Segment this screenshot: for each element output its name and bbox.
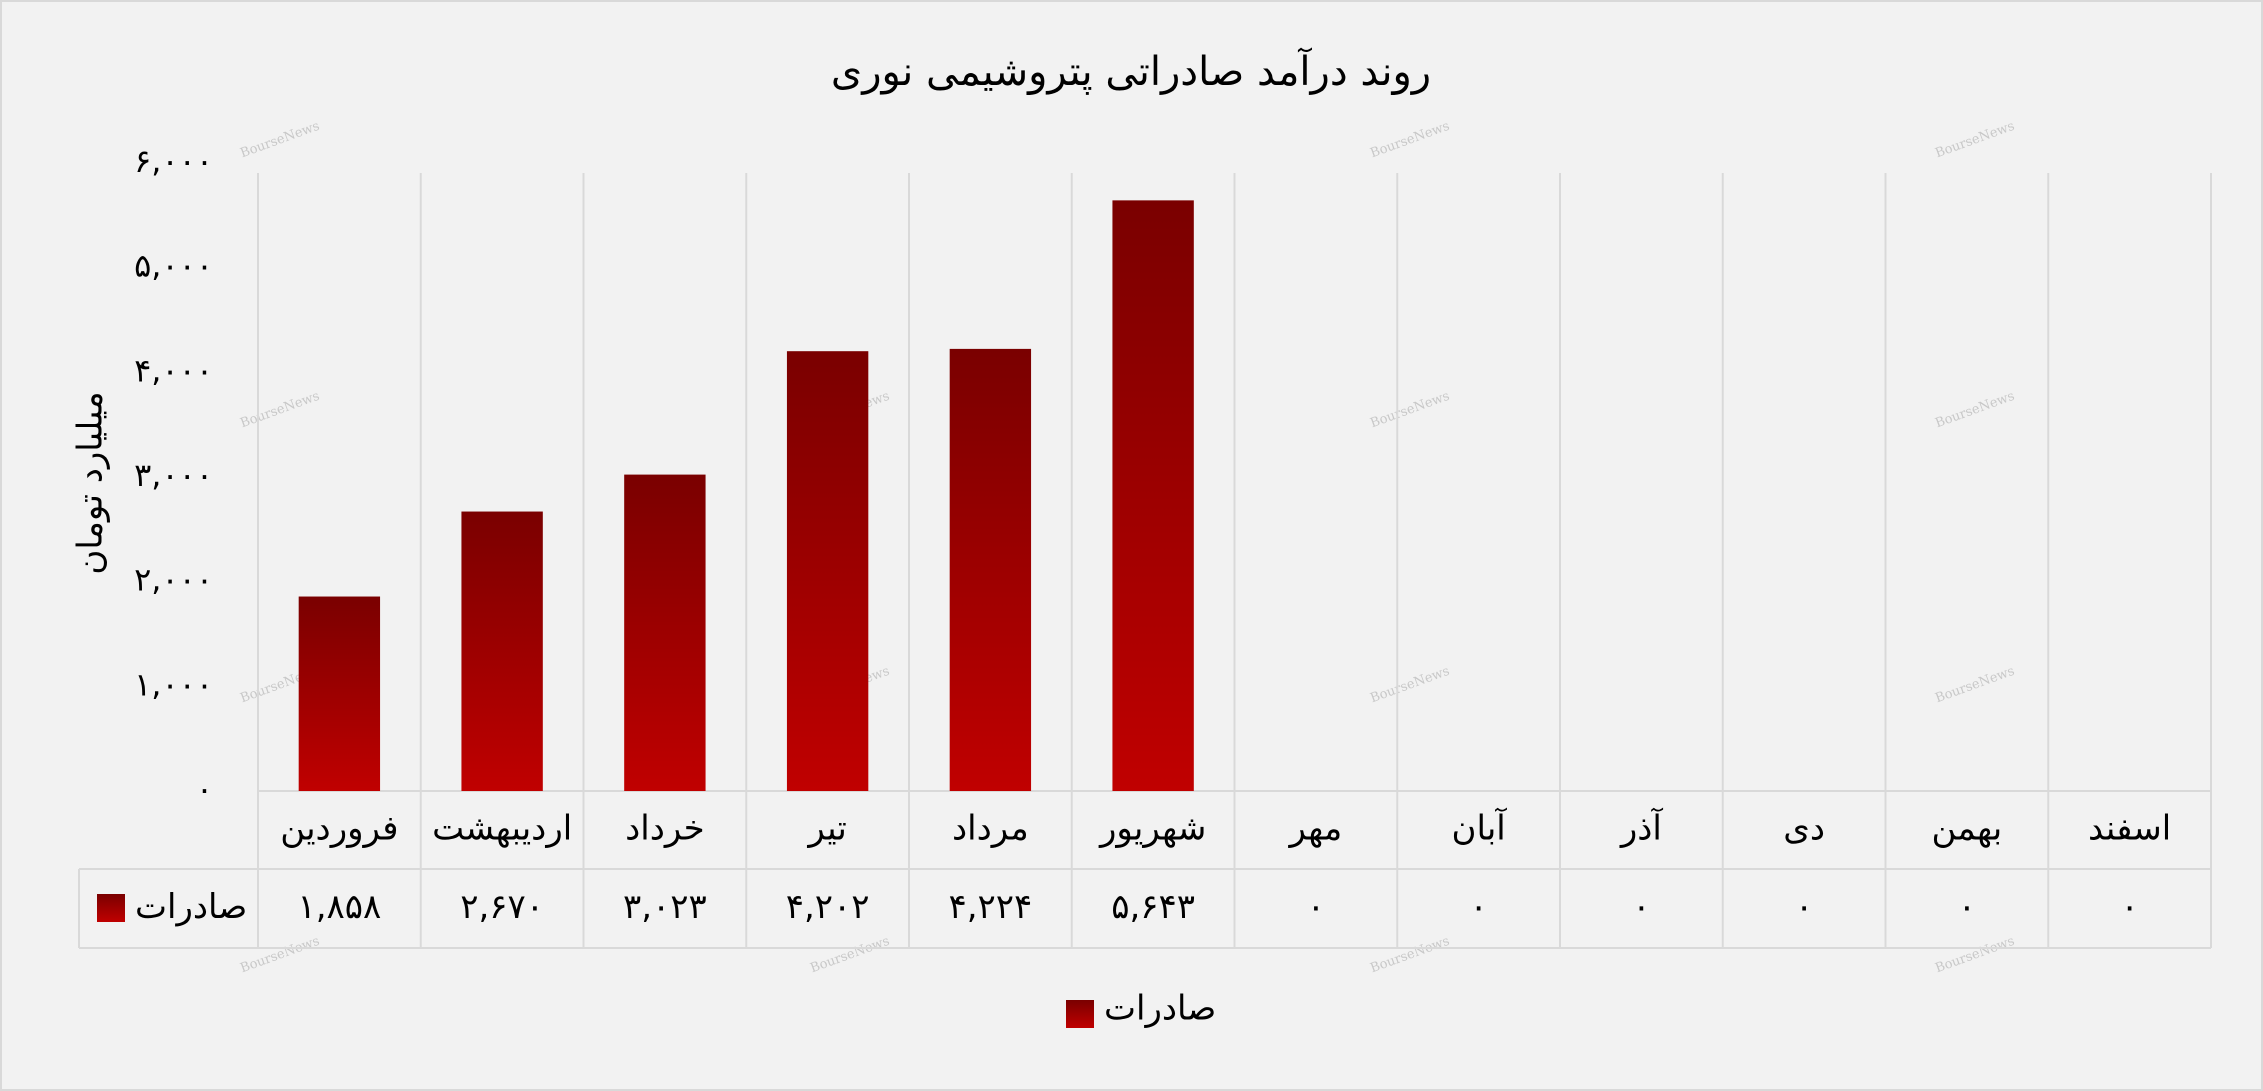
data-table-value: ۰ — [1958, 887, 1976, 927]
y-tick-label: ۵,۰۰۰ — [134, 247, 213, 285]
y-tick-label: ۳,۰۰۰ — [134, 456, 213, 494]
bar — [461, 511, 543, 791]
data-table-value: ۰ — [1469, 887, 1487, 927]
data-table-value: ۵,۶۴۳ — [1111, 887, 1195, 927]
x-tick-label: اسفند — [2088, 809, 2171, 849]
data-table-value: ۴,۲۲۴ — [948, 887, 1032, 927]
data-table-value: ۰ — [1632, 887, 1650, 927]
table-series-name: صادرات — [135, 887, 247, 927]
x-tick-label: آذر — [1619, 808, 1664, 849]
x-tick-label: تیر — [806, 809, 846, 849]
legend-swatch — [1066, 1000, 1094, 1028]
y-tick-label: ۱,۰۰۰ — [134, 665, 213, 703]
x-tick-label: آبان — [1452, 808, 1508, 849]
x-tick-label: فروردین — [280, 809, 398, 849]
data-table-value: ۱,۸۵۸ — [297, 887, 381, 927]
data-table-value: ۰ — [1307, 887, 1325, 927]
bar — [786, 351, 869, 791]
y-tick-label: ۰ — [196, 770, 213, 808]
table-legend-swatch — [97, 894, 125, 922]
data-table-value: ۰ — [2120, 887, 2138, 927]
bar — [298, 596, 381, 791]
data-table-value: ۲,۶۷۰ — [460, 887, 544, 927]
x-tick-label: مهر — [1288, 809, 1343, 849]
y-axis-label: میلیارد تومان — [71, 391, 111, 574]
x-tick-label: اردیبهشت — [432, 809, 572, 849]
data-table-value: ۳,۰۲۳ — [623, 887, 707, 927]
y-tick-label: ۴,۰۰۰ — [134, 351, 213, 389]
y-tick-label: ۲,۰۰۰ — [134, 561, 213, 599]
data-table-value: ۰ — [1795, 887, 1813, 927]
bar — [1112, 200, 1194, 792]
data-table-value: ۴,۲۰۲ — [786, 887, 870, 927]
x-tick-label: دی — [1783, 809, 1825, 849]
y-tick-label: ۶,۰۰۰ — [134, 142, 213, 180]
x-tick-label: شهریور — [1098, 809, 1206, 849]
x-tick-label: مرداد — [952, 809, 1029, 849]
x-tick-label: خرداد — [625, 809, 705, 849]
legend-label: صادرات — [1104, 989, 1216, 1029]
x-tick-label: بهمن — [1932, 809, 2003, 849]
bar — [949, 348, 1032, 791]
chart-title: روند درآمد صادراتی پتروشیمی نوری — [831, 47, 1431, 95]
bar — [624, 474, 706, 791]
